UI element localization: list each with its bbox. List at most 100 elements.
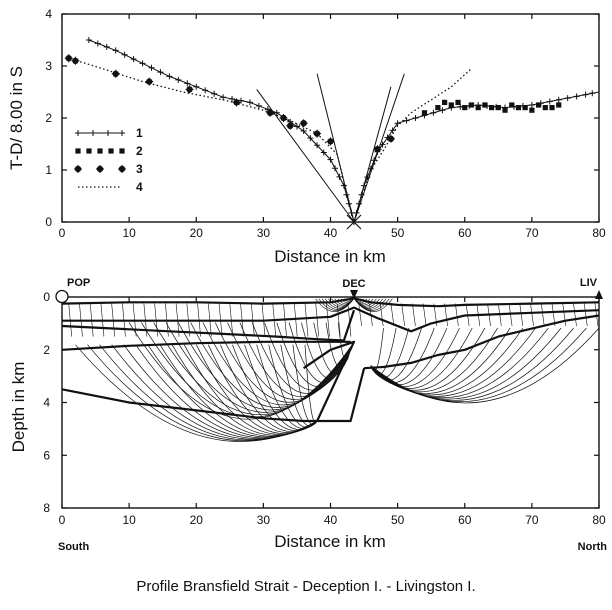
ray-path xyxy=(293,303,298,337)
bottom-y-tick-label: 2 xyxy=(43,343,50,357)
series-1-point xyxy=(103,43,110,50)
ray-path xyxy=(304,303,309,337)
series-3-point-spike xyxy=(386,134,395,143)
series-3-point-spike xyxy=(299,119,308,128)
ray-path xyxy=(264,322,351,391)
legend-marker-2 xyxy=(97,148,103,154)
series-2-point xyxy=(475,105,481,111)
series-2-point xyxy=(549,105,555,111)
legend-marker-1 xyxy=(90,130,96,136)
ray-trace-panel: 0 10 20 30 40 50 60 70 80 0 2 4 6 8 POP DEC LIV South Nor… xyxy=(9,277,607,553)
top-y-tick-label: 3 xyxy=(45,59,52,73)
legend-marker-3-spike xyxy=(96,165,104,173)
legend-marker-1 xyxy=(75,130,81,136)
direction-label-south: South xyxy=(58,541,89,553)
travel-time-axes: 0 10 20 30 40 50 60 70 80 0 1 2 3 4 xyxy=(45,7,606,240)
ray-path xyxy=(128,322,351,420)
series-2-point xyxy=(542,105,548,111)
series-1-point xyxy=(546,98,553,105)
bottom-x-tick-label: 20 xyxy=(190,513,204,527)
top-y-tick-label: 0 xyxy=(45,215,52,229)
series-1-line xyxy=(353,91,600,223)
legend-label: 4 xyxy=(136,180,143,194)
series-1-point xyxy=(139,60,146,67)
series-2-point xyxy=(522,105,528,111)
ray-path xyxy=(227,322,351,400)
reduced-traveltime-branch xyxy=(353,86,392,223)
layer-boundary xyxy=(364,314,600,370)
series-1-point xyxy=(293,123,300,130)
series-4-line xyxy=(68,57,472,225)
ray-path xyxy=(239,322,351,397)
ray-path xyxy=(370,327,536,397)
layer-boundary xyxy=(62,306,600,333)
series-1-point xyxy=(94,40,101,47)
top-x-tick-label: 0 xyxy=(59,226,66,240)
series-1-point xyxy=(320,149,327,156)
bottom-x-tick-label: 50 xyxy=(391,513,405,527)
legend-marker-2 xyxy=(119,148,125,154)
ray-path xyxy=(370,328,384,372)
series-1-point xyxy=(430,109,437,116)
series-3-point-spike xyxy=(145,77,154,86)
series-3-point-spike xyxy=(286,121,295,130)
series-2-point xyxy=(495,105,501,111)
legend-marker-2 xyxy=(86,148,92,154)
series-1-point xyxy=(148,64,155,71)
ray-path xyxy=(214,322,351,403)
series-2-point xyxy=(448,102,454,108)
reduced-traveltime-branch xyxy=(256,89,355,223)
series-1-point xyxy=(336,173,343,180)
series-1-point xyxy=(582,91,589,98)
ray-path xyxy=(251,322,351,394)
reduced-traveltime-branch xyxy=(316,73,355,223)
legend-label: 3 xyxy=(136,162,143,176)
series-2-point xyxy=(535,102,542,108)
station-label: DEC xyxy=(342,278,365,290)
series-2-point xyxy=(435,105,441,111)
ray-path xyxy=(455,303,459,327)
top-x-tick-label: 40 xyxy=(324,226,338,240)
ray-path xyxy=(190,322,351,408)
series-2-point xyxy=(442,99,448,105)
source-x-marker xyxy=(346,214,362,230)
series-2-point xyxy=(455,99,461,105)
series-1-line xyxy=(88,39,355,223)
ray-path xyxy=(508,303,513,327)
bottom-y-axis-label: Depth in km xyxy=(9,362,28,453)
station-markers: POP DEC LIV South North xyxy=(55,277,607,553)
series-1-point xyxy=(166,73,173,80)
legend-label: 2 xyxy=(136,144,143,158)
ray-path xyxy=(268,344,318,428)
station-pop-marker xyxy=(55,289,69,304)
ray-path xyxy=(276,322,351,387)
bottom-x-tick-label: 70 xyxy=(525,513,539,527)
series-1-point xyxy=(389,127,396,134)
series-1-point xyxy=(331,165,338,172)
ray-path xyxy=(358,303,362,327)
bottom-x-tick-label: 40 xyxy=(324,513,338,527)
series-1-point xyxy=(85,37,92,43)
ray-path xyxy=(422,303,427,327)
series-3-point-spike xyxy=(185,85,194,94)
series-2-point xyxy=(489,105,495,111)
ray-path xyxy=(301,322,351,379)
travel-time-panel: 0 10 20 30 40 50 60 70 80 0 1 2 3 4 1 2 3 4 Distance in … xyxy=(7,7,606,266)
series-2-point xyxy=(462,105,468,111)
series-1-point xyxy=(555,96,562,103)
ray-path xyxy=(207,344,318,433)
series-1-point xyxy=(184,80,191,87)
series-1-point xyxy=(193,83,200,90)
series-1-point xyxy=(403,117,410,124)
ray-path xyxy=(573,303,577,327)
ray-path xyxy=(412,303,416,327)
series-2-point xyxy=(468,102,475,108)
bottom-x-tick-label: 30 xyxy=(257,513,271,527)
series-1-point xyxy=(273,109,280,116)
series-2-point xyxy=(502,107,508,113)
series-1-point xyxy=(307,135,314,142)
ray-path xyxy=(401,303,405,327)
top-x-tick-label: 60 xyxy=(458,226,472,240)
legend-marker-3-spike xyxy=(118,165,126,173)
